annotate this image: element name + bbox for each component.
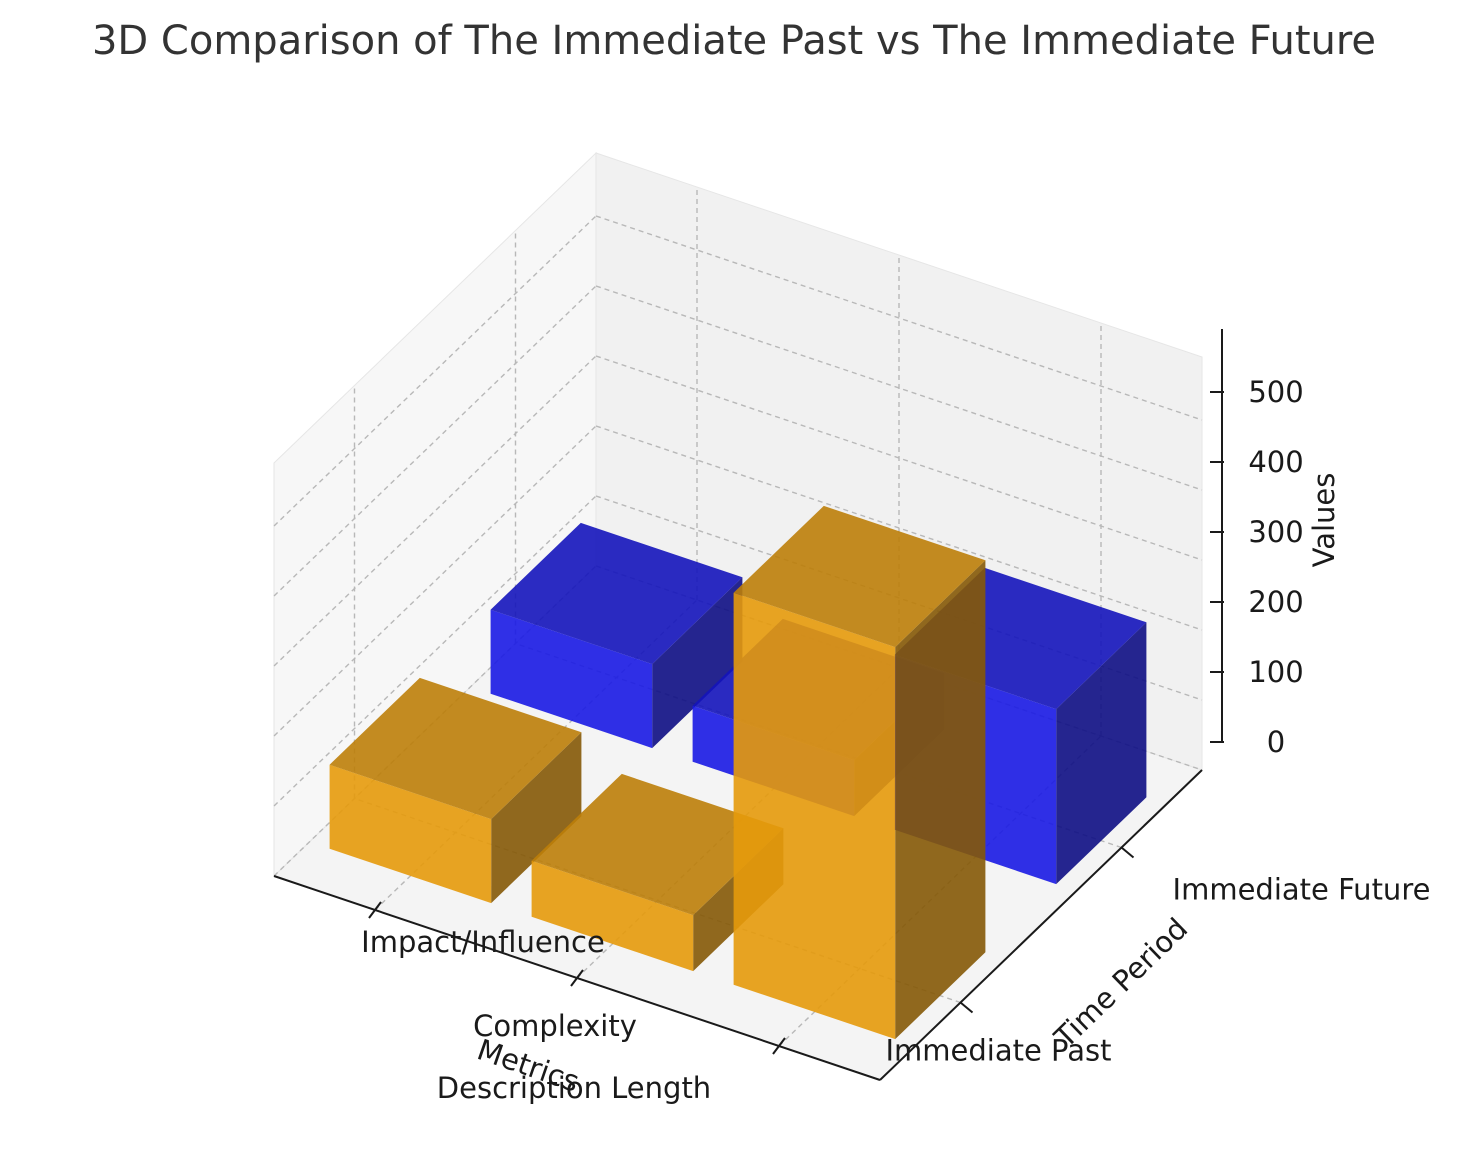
z-gridline [273, 495, 597, 807]
y-axis-label: Time Period [1047, 911, 1194, 1055]
bar-top [329, 677, 582, 820]
chart-title: 3D Comparison of The Immediate Past vs T… [92, 18, 1376, 64]
bar-side [1056, 622, 1147, 885]
x-tick-label: Impact/Influence [361, 925, 605, 959]
bar-front [531, 860, 694, 972]
z-tick-label: 500 [1248, 375, 1303, 409]
x-tick [772, 1037, 786, 1055]
z-gridline [273, 355, 597, 667]
x-tick [570, 969, 584, 987]
z-gridline [273, 215, 597, 527]
bar-top [733, 505, 986, 648]
z-tick-label: 100 [1248, 655, 1303, 689]
z-axis-label: Values [1307, 473, 1341, 568]
z-tick-label: 400 [1248, 445, 1303, 479]
bar-side [895, 560, 986, 1040]
y-axis-line [879, 769, 1203, 1081]
bar-front [490, 609, 653, 749]
bar-top [490, 522, 743, 665]
y-tick-label: Immediate Past [886, 1034, 1112, 1068]
y-tick [959, 1001, 974, 1014]
bar-0-0 [733, 505, 986, 1040]
bar-side [652, 577, 743, 749]
y-tick-label: Immediate Future [1173, 873, 1431, 907]
bar-top [531, 773, 784, 916]
x-tick-label: Description Length [437, 1071, 711, 1105]
bar-side [491, 732, 582, 904]
bar-front [733, 592, 896, 1040]
z-gridline [595, 215, 1203, 421]
x-tick [368, 901, 382, 919]
bar-0-2 [329, 677, 582, 904]
bar-1-2 [490, 522, 743, 749]
z-gridline [273, 425, 597, 737]
y-tick [1120, 846, 1135, 859]
x-tick-label: Complexity [473, 1009, 637, 1043]
bars [329, 505, 1147, 1040]
bar-front [329, 764, 492, 904]
z-tick-label: 200 [1248, 585, 1303, 619]
axes: Description Length Complexity Impact/Influ… [273, 329, 1431, 1105]
z-gridline [273, 285, 597, 597]
z-tick-label: 300 [1248, 515, 1303, 549]
z-tick-label: 0 [1267, 725, 1285, 759]
